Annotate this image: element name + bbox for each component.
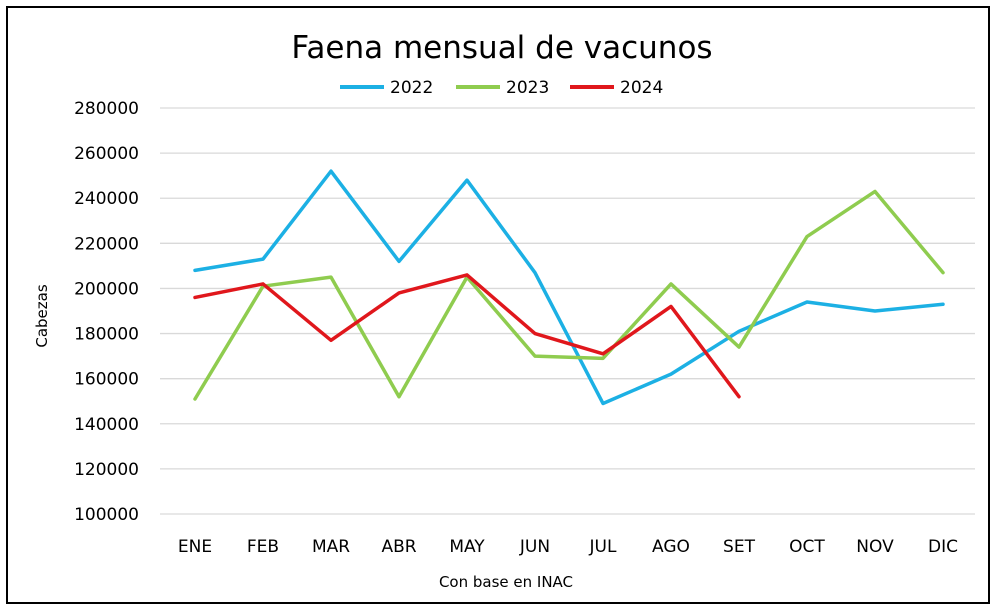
x-tick-label: MAY [449,537,485,557]
y-tick-label: 140000 [74,415,139,435]
x-tick-label: JUL [589,537,617,557]
y-tick-label: 220000 [74,234,139,254]
chart-title: Faena mensual de vacunos [291,30,712,66]
gridlines [160,107,975,515]
y-tick-label: 180000 [74,325,139,345]
x-tick-label: SET [723,537,756,557]
legend-label-2023: 2023 [506,78,549,98]
y-tick-label: 280000 [74,99,139,119]
series-line-2022 [193,169,945,406]
legend: 2022 2023 2024 [340,78,663,98]
y-tick-label: 260000 [74,144,139,164]
x-tick-label: DIC [928,537,958,557]
x-axis-ticks: ENE FEB MAR ABR MAY JUN JUL AGO SET OCT NOV DIC [178,537,958,557]
series-lines [193,169,945,406]
y-tick-label: 200000 [74,279,139,299]
x-tick-label: NOV [856,537,894,557]
x-tick-label: ABR [381,537,416,557]
y-tick-label: 100000 [74,505,139,525]
x-tick-label: FEB [247,537,279,557]
y-tick-label: 160000 [74,370,139,390]
legend-label-2022: 2022 [390,78,433,98]
y-tick-label: 120000 [74,460,139,480]
x-tick-label: MAR [312,537,350,557]
legend-label-2024: 2024 [620,78,663,98]
y-axis-ticks: 280000 260000 240000 220000 200000 180000 1600… [74,99,139,525]
x-tick-label: ENE [178,537,212,557]
y-tick-label: 240000 [74,189,139,209]
x-tick-label: AGO [652,537,690,557]
y-axis-label: Cabezas [33,284,51,347]
x-tick-label: JUN [519,537,550,557]
series-line-2023 [193,189,945,401]
x-axis-label: Con base en INAC [439,573,573,591]
series-line-2024 [193,273,741,399]
x-tick-label: OCT [789,537,825,557]
